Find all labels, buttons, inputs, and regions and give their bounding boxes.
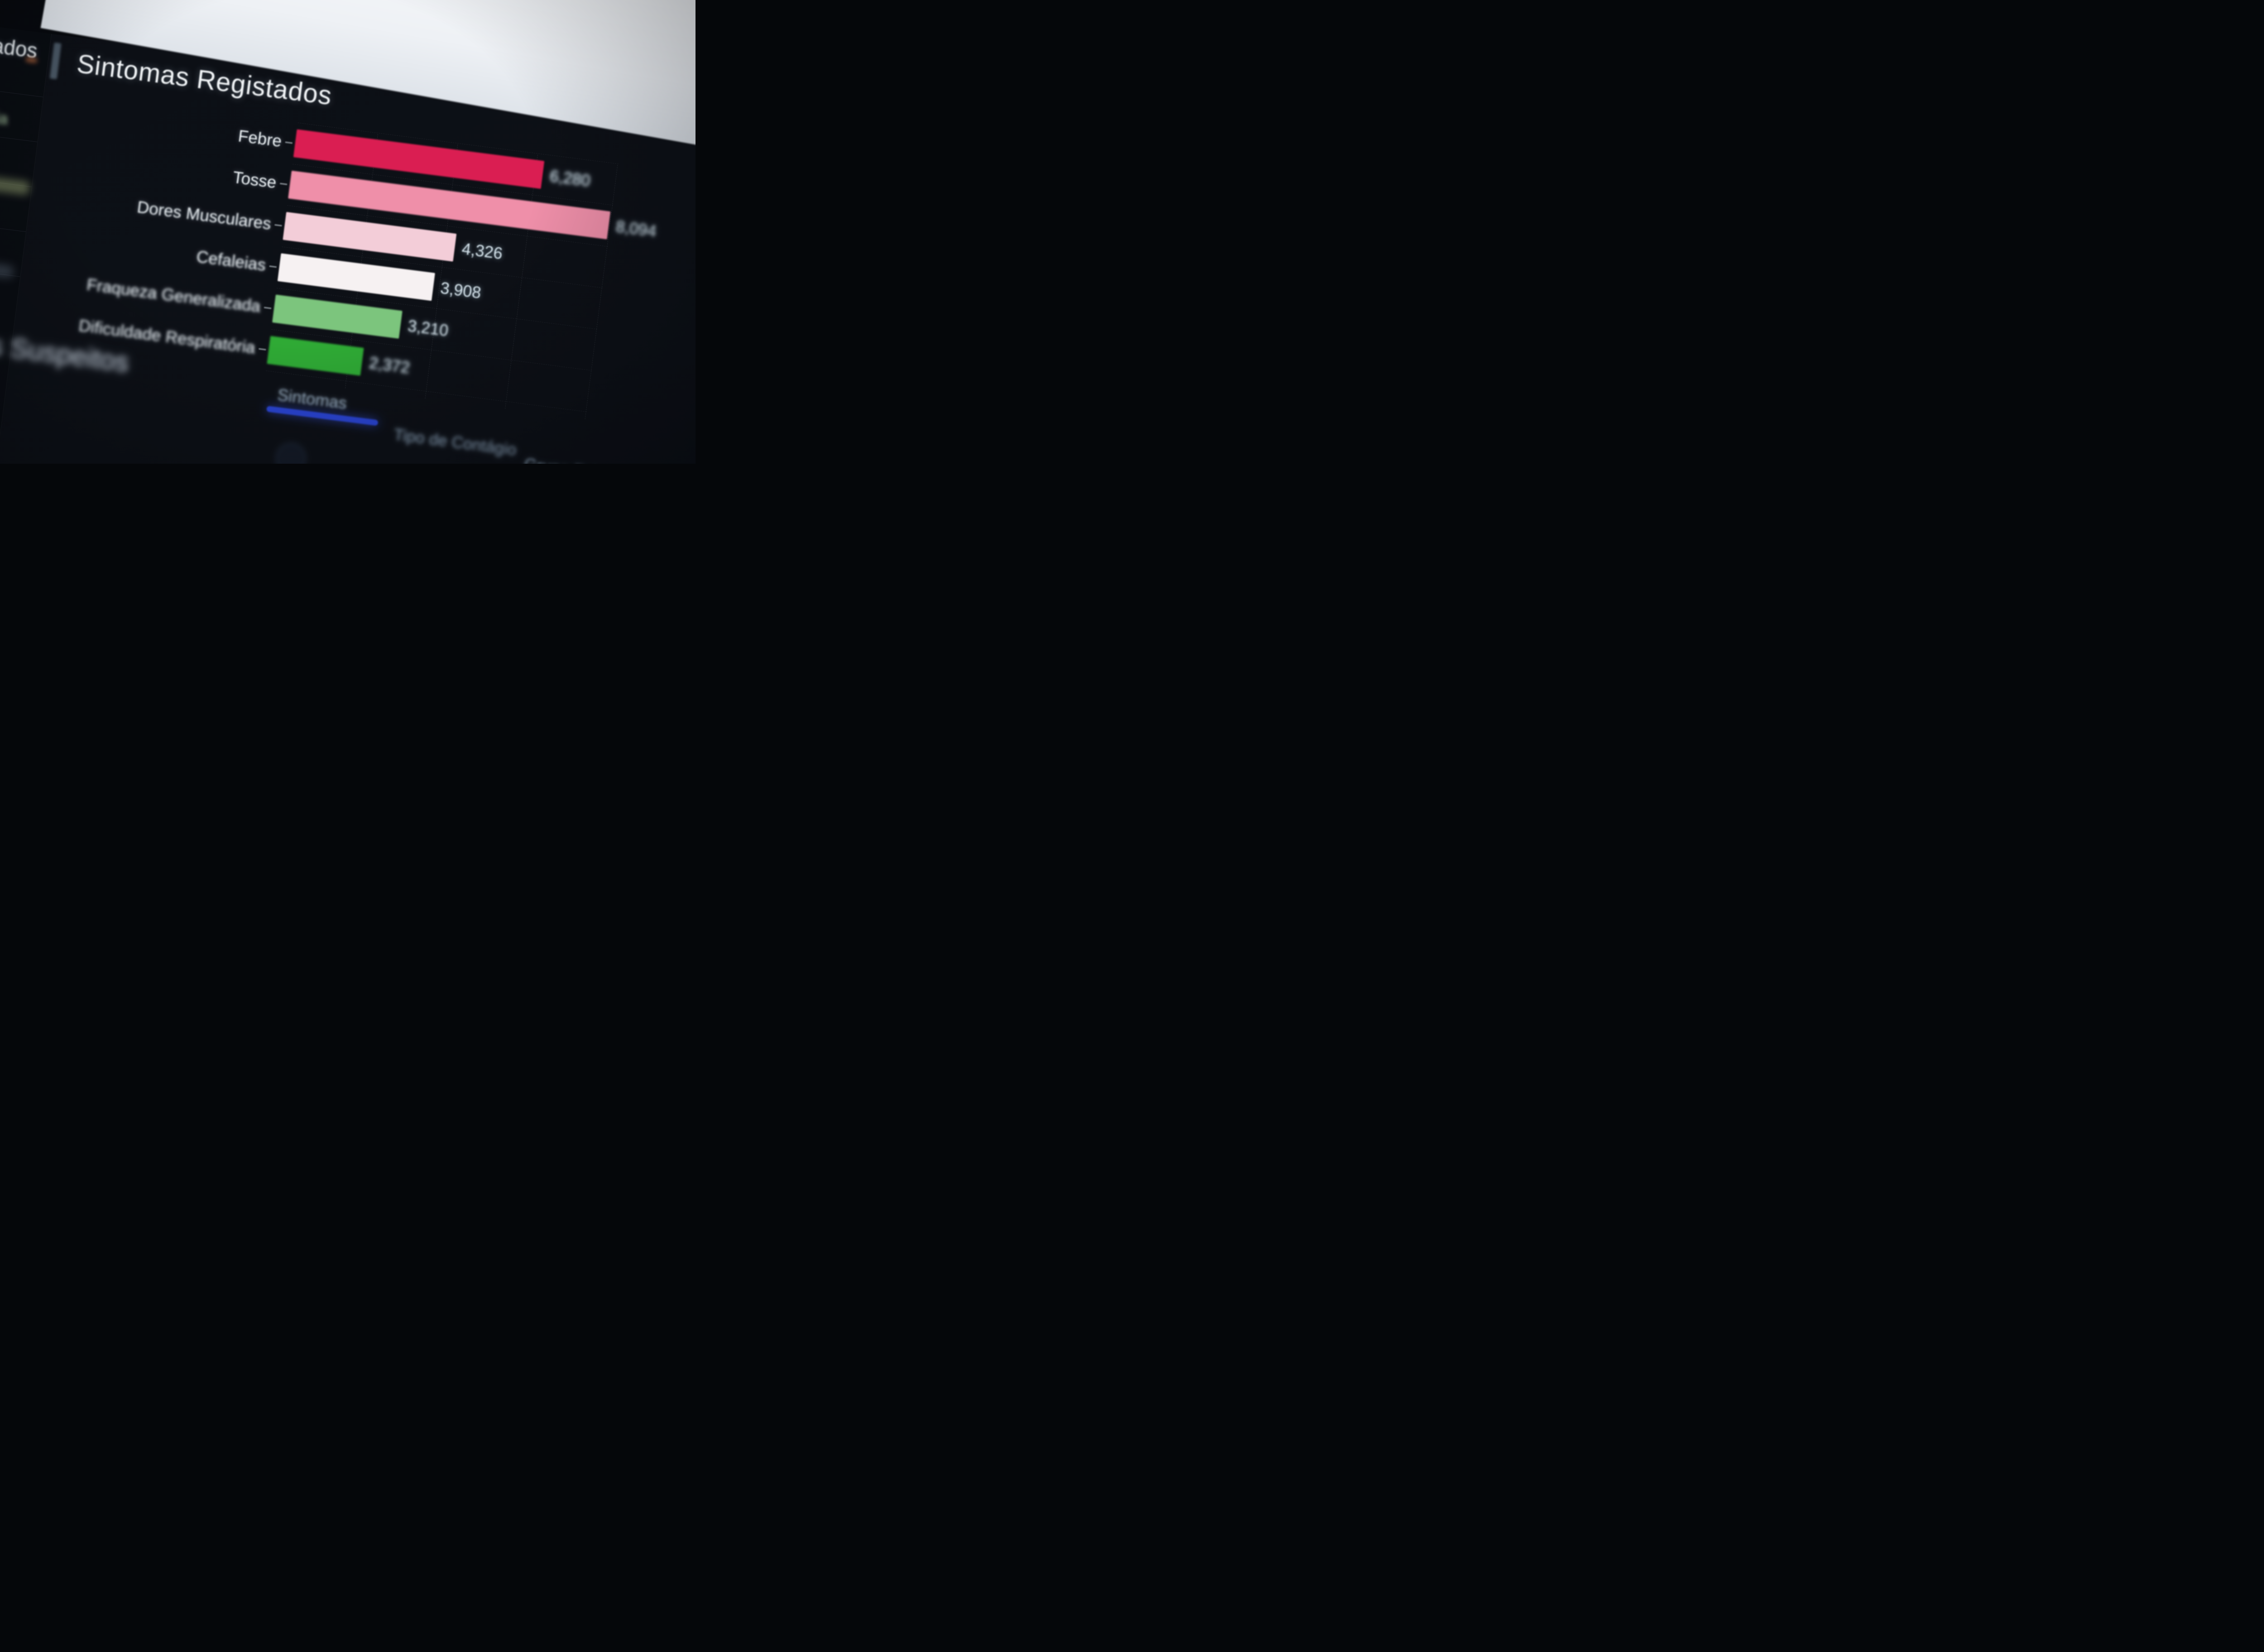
bar-value-febre: 6,280: [548, 166, 592, 190]
bar-value-fraqueza-generalizada: 3,210: [407, 316, 450, 340]
dashboard-screen: nados o Gaia Sintomas Registados Febre6,…: [0, 0, 696, 464]
bar-cefaleias[interactable]: [277, 253, 435, 301]
axis-tick: [280, 182, 288, 185]
axis-tick: [274, 224, 282, 226]
axis-tick: [264, 307, 272, 309]
bar-value-dificuldade-respiratoria: 2,372: [368, 353, 411, 377]
bar-value-dores-musculares: 4,326: [460, 239, 504, 263]
axis-tick: [269, 265, 277, 268]
bar-value-tosse: 8,094: [614, 216, 658, 241]
bar-value-cefaleias: 3,908: [439, 278, 482, 302]
axis-tick: [259, 348, 266, 351]
bar-dores-musculares[interactable]: [283, 212, 457, 262]
photographed-dashboard-screen: nados o Gaia Sintomas Registados Febre6,…: [0, 0, 696, 464]
axis-tick: [285, 141, 293, 144]
